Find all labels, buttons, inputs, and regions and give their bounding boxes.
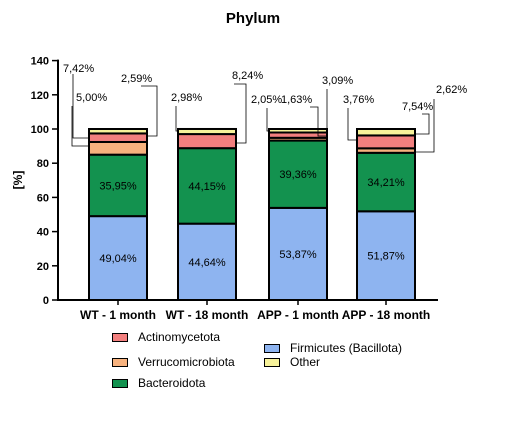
y-tick-label: 80 [37, 158, 49, 170]
legend-swatch [112, 378, 128, 388]
y-axis-label: [%] [11, 171, 25, 190]
data-label: 5,00% [76, 92, 107, 104]
x-tick-label: WT - 1 month [80, 308, 156, 322]
bar-segment [177, 133, 237, 150]
y-tick-label: 60 [37, 192, 49, 204]
bar-segment [88, 215, 148, 301]
data-label: 44,15% [188, 181, 226, 193]
y-tick-label: 20 [37, 261, 49, 273]
y-tick-label: 140 [31, 56, 49, 68]
bar-segment [88, 132, 148, 143]
data-label: 2,05% [251, 94, 282, 106]
legend-label: Other [290, 355, 321, 369]
legend-swatch [112, 332, 128, 342]
data-label: 49,04% [99, 253, 137, 265]
data-label: 8,24% [232, 70, 263, 82]
data-label: 34,21% [367, 177, 405, 189]
data-label: 35,95% [99, 180, 137, 192]
bar-segment [356, 134, 416, 150]
y-tick-label: 100 [31, 124, 49, 136]
x-tick-label: APP - 1 month [257, 308, 339, 322]
label-leader-line [415, 113, 430, 135]
label-leader-line [266, 108, 269, 132]
label-leader-line [141, 85, 158, 137]
bar-segment [356, 128, 416, 137]
legend-item-verrucomicrobiota: Verrucomicrobiota [112, 355, 235, 369]
legend-item-bacteroidota: Bacteroidota [112, 376, 205, 390]
legend-label: Bacteroidota [138, 376, 206, 390]
legend-swatch [264, 343, 280, 353]
bar-segment [177, 222, 237, 301]
data-label: 2,59% [121, 73, 152, 85]
label-leader-line [71, 106, 89, 147]
data-label: 51,87% [367, 251, 405, 263]
label-leader-line [72, 74, 89, 139]
data-label: 7,54% [402, 101, 433, 113]
y-tick-label: 0 [43, 295, 49, 307]
y-tick-label: 40 [37, 227, 49, 239]
data-label: 44,64% [188, 257, 226, 269]
legend-item-actinomycetota: Actinomycetota [112, 330, 220, 344]
x-tick-label: WT - 18 month [166, 308, 249, 322]
bar-segment [88, 128, 148, 135]
data-label: 3,09% [322, 75, 353, 87]
label-leader-line [415, 99, 435, 153]
y-tick-label: 120 [31, 90, 49, 102]
legend-label: Firmicutes (Bacillota) [290, 341, 403, 355]
data-label: 3,76% [343, 94, 374, 106]
bar-segment [356, 151, 416, 213]
data-label: 2,62% [436, 84, 467, 96]
label-leader-line [175, 106, 178, 132]
bar-segment [177, 127, 237, 136]
data-label: 53,87% [279, 249, 317, 261]
legend-item-firmicutes: Firmicutes (Bacillota) [264, 341, 402, 355]
legend-label: Actinomycetota [138, 330, 221, 344]
bar-segment [88, 140, 148, 156]
data-label: 7,42% [63, 63, 94, 75]
legend-swatch [264, 357, 280, 367]
data-label: 2,98% [171, 92, 202, 104]
x-tick-label: APP - 18 month [342, 308, 430, 322]
label-leader-line [234, 83, 247, 144]
bar-segment [88, 153, 148, 218]
data-label: 39,36% [279, 169, 317, 181]
label-leader-line [310, 106, 327, 137]
label-leader-line [347, 108, 357, 141]
data-label: 1,63% [281, 94, 312, 106]
legend-swatch [112, 357, 128, 367]
legend-item-other: Other [264, 355, 320, 369]
chart-title: Phylum [225, 10, 281, 27]
legend-label: Verrucomicrobiota [138, 355, 235, 369]
bar-segment [268, 139, 328, 209]
